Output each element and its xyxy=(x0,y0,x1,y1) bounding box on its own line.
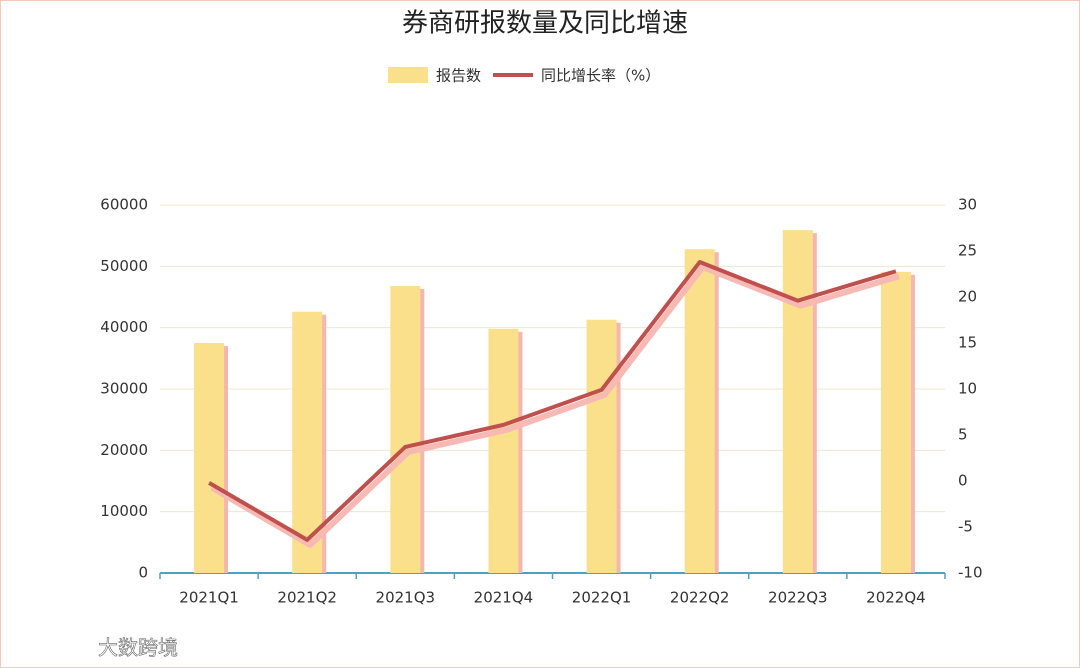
y2-tick-label: 0 xyxy=(958,472,968,490)
bar xyxy=(684,249,715,573)
line xyxy=(208,260,897,542)
chart-title: 券商研报数量及同比增速 xyxy=(402,9,688,39)
x-tick-label: 2021Q1 xyxy=(179,589,239,607)
x-tick-label: 2022Q3 xyxy=(768,589,828,607)
y2-tick-label: 5 xyxy=(958,426,968,444)
line-shadow xyxy=(210,264,900,548)
legend-label: 同比增长率（%） xyxy=(541,67,660,85)
y-tick-label: 20000 xyxy=(100,441,148,459)
bar xyxy=(586,319,617,573)
y-tick-label: 10000 xyxy=(100,502,148,520)
y-tick-label: 60000 xyxy=(100,196,148,214)
y2-tick-label: 10 xyxy=(958,380,977,398)
x-tick-label: 2021Q2 xyxy=(277,589,337,607)
x-tick-label: 2022Q4 xyxy=(866,589,926,607)
legend-label: 报告数 xyxy=(436,67,481,85)
x-tick-label: 2022Q2 xyxy=(670,589,730,607)
bar xyxy=(782,230,813,573)
bar xyxy=(390,285,421,573)
y-tick-label: 0 xyxy=(138,564,148,582)
y2-tick-label: 20 xyxy=(958,288,977,306)
y-tick-label: 30000 xyxy=(100,380,148,398)
bar xyxy=(880,271,911,573)
bar xyxy=(488,328,519,573)
y2-tick-label: 25 xyxy=(958,242,977,260)
legend-swatch xyxy=(388,67,428,83)
x-tick-label: 2021Q4 xyxy=(474,589,534,607)
x-tick-label: 2021Q3 xyxy=(376,589,436,607)
y-tick-label: 40000 xyxy=(100,318,148,336)
y2-tick-label: -10 xyxy=(958,564,983,582)
watermark: 大数跨境 xyxy=(98,636,178,660)
bar xyxy=(194,343,225,573)
y2-tick-label: 15 xyxy=(958,334,977,352)
x-tick-label: 2022Q1 xyxy=(572,589,632,607)
y2-tick-label: -5 xyxy=(958,518,973,536)
y2-tick-label: 30 xyxy=(958,196,977,214)
y-tick-label: 50000 xyxy=(100,257,148,275)
